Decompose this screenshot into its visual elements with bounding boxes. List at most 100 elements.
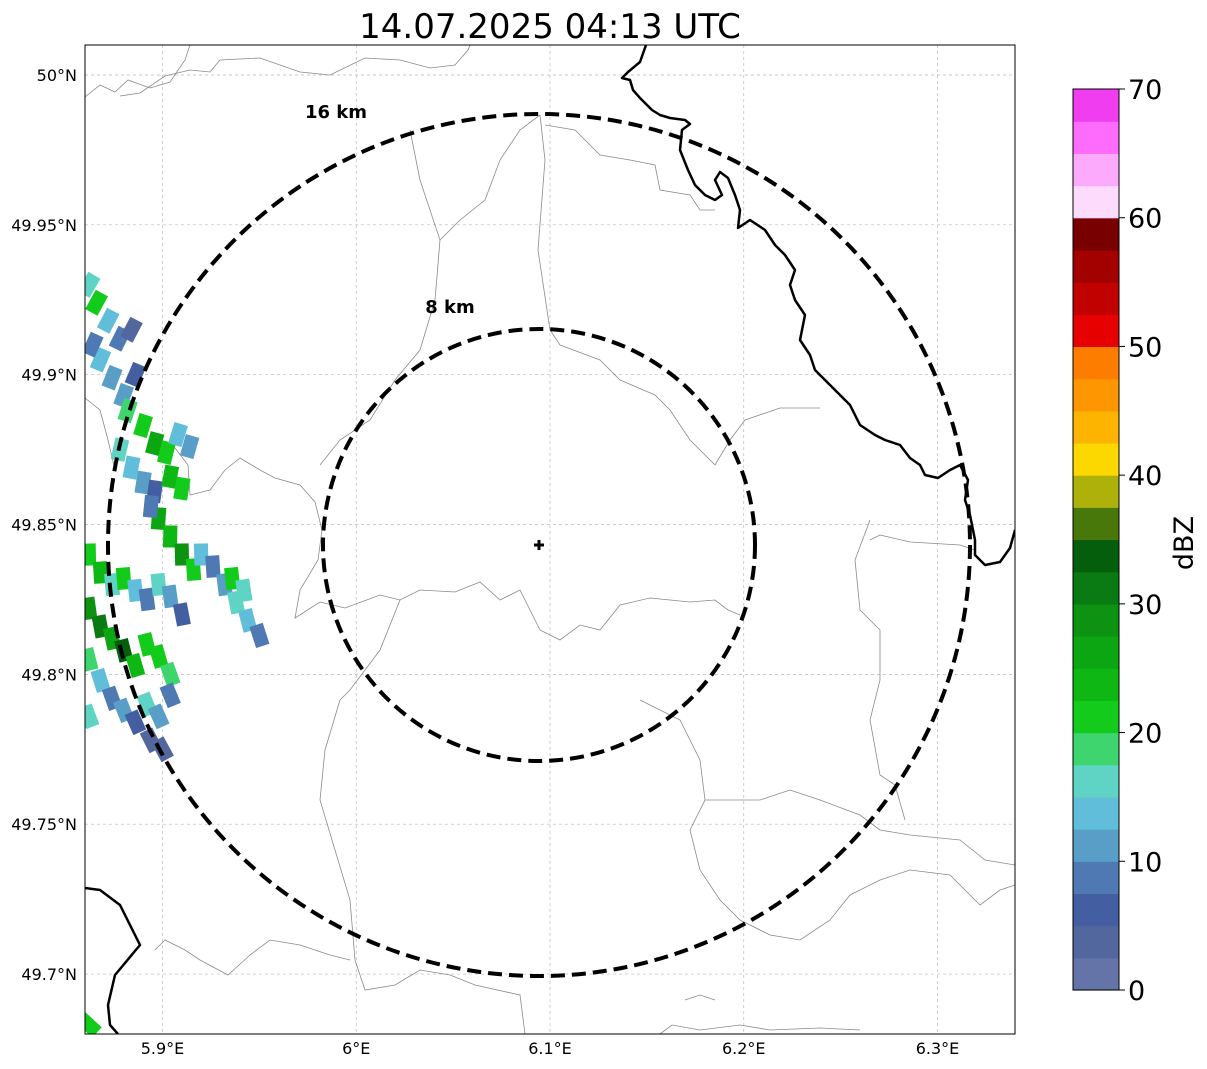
echo-bin	[125, 652, 146, 678]
echo-bin	[148, 643, 169, 669]
colorbar-segment	[1073, 700, 1119, 734]
echo-bin	[168, 422, 188, 448]
y-tick-label: 49.85°N	[11, 516, 77, 535]
echo-bin	[85, 331, 104, 358]
colorbar-segment	[1073, 957, 1119, 991]
echo-bin	[147, 703, 170, 730]
echo-bin	[96, 307, 120, 334]
x-tick-label: 6.1°E	[528, 1039, 572, 1058]
colorbar-segment	[1073, 893, 1119, 927]
range-ring-label-16km: 16 km	[305, 102, 367, 123]
echo-bin	[179, 434, 200, 460]
echo-bin	[104, 572, 121, 597]
echo-bin	[159, 682, 181, 709]
colorbar-segment	[1073, 121, 1119, 154]
range-rings	[106, 112, 972, 978]
x-axis-ticks: 5.9°E 6°E 6.1°E 6.2°E 6.3°E	[141, 1039, 960, 1058]
echo-bin	[156, 440, 176, 465]
y-tick-label: 49.75°N	[11, 815, 77, 834]
x-tick-label: 5.9°E	[141, 1039, 185, 1058]
x-tick-label: 6.3°E	[916, 1039, 960, 1058]
range-ring-8km	[321, 327, 757, 763]
echo-bin	[161, 584, 179, 609]
echo-bin	[161, 464, 180, 489]
map-frame	[84, 44, 1016, 1035]
echo-bin	[85, 271, 101, 298]
echo-bin	[173, 476, 191, 501]
colorbar-tick-label: 20	[1128, 719, 1162, 750]
echo-bin	[85, 289, 109, 316]
y-tick-label: 49.7°N	[21, 965, 77, 984]
echo-bin	[159, 661, 181, 688]
precipitation-echoes	[85, 271, 270, 1034]
echo-bin	[115, 566, 132, 591]
colorbar-segment	[1073, 185, 1119, 219]
echo-bin	[172, 602, 191, 627]
colorbar-segment	[1073, 668, 1119, 701]
colorbar-segment	[1073, 603, 1119, 637]
map-area[interactable]	[76, 45, 1015, 1038]
colorbar-segment	[1073, 314, 1119, 348]
echo-bin	[162, 525, 178, 548]
colorbar-label: dBZ	[1169, 516, 1200, 570]
colorbar-segment	[1073, 89, 1119, 122]
echo-bin	[90, 667, 111, 693]
echo-bin	[174, 543, 190, 566]
echo-bin	[85, 1012, 102, 1034]
echo-bin	[124, 361, 147, 388]
map-title: 14.07.2025 04:13 UTC	[359, 7, 741, 47]
gridlines	[85, 45, 1015, 1034]
range-ring-label-8km: 8 km	[425, 297, 475, 318]
echo-bin	[85, 596, 98, 621]
echo-bin	[249, 622, 270, 649]
echo-bin	[205, 555, 221, 578]
national-borders	[85, 45, 1015, 1034]
colorbar-segment	[1073, 249, 1119, 283]
colorbar-segment	[1073, 829, 1119, 862]
colorbar: 0 10 20 30 40 50 60 70	[1072, 75, 1162, 1007]
echo-bin	[122, 455, 141, 480]
y-tick-label: 49.95°N	[11, 216, 77, 235]
echo-bin	[85, 703, 100, 730]
colorbar-segment	[1073, 378, 1119, 412]
colorbar-frame	[1072, 88, 1120, 991]
colorbar-tick-label: 10	[1128, 847, 1162, 878]
x-tick-label: 6°E	[342, 1039, 370, 1058]
echo-bin	[92, 561, 109, 584]
colorbar-segment	[1073, 636, 1119, 669]
echo-bin	[138, 587, 156, 612]
colorbar-tick-label: 60	[1128, 204, 1162, 235]
colorbar-segment	[1073, 217, 1119, 251]
colorbar-segment	[1073, 282, 1119, 315]
echo-bin	[113, 382, 135, 409]
echo-bin	[134, 470, 152, 495]
echo-bin	[85, 647, 99, 672]
colorbar-segment	[1073, 764, 1119, 798]
colorbar-segment	[1073, 475, 1119, 508]
echo-bin	[124, 709, 147, 736]
colorbar-segment	[1073, 153, 1119, 187]
colorbar-segment	[1073, 732, 1119, 766]
echo-bin	[193, 543, 209, 566]
colorbar-segment	[1073, 346, 1119, 380]
colorbar-segment	[1073, 442, 1119, 476]
colorbar-tick-label: 40	[1128, 461, 1162, 492]
radar-site-icon	[534, 540, 544, 550]
colorbar-segment	[1073, 861, 1119, 895]
echo-bin	[120, 316, 143, 343]
x-tick-label: 6.2°E	[722, 1039, 766, 1058]
echo-bin	[145, 431, 165, 457]
y-axis-ticks: 50°N 49.95°N 49.9°N 49.85°N 49.8°N 49.75°N 49.…	[11, 66, 77, 984]
colorbar-segment	[1073, 796, 1119, 830]
colorbar-tick-label: 30	[1128, 590, 1162, 621]
echo-bin	[127, 578, 144, 603]
echo-bin	[101, 364, 123, 391]
colorbar-tick-label: 50	[1128, 332, 1162, 363]
colorbar-segment	[1073, 571, 1119, 605]
colorbar-segment	[1073, 925, 1119, 959]
y-tick-label: 50°N	[37, 66, 77, 85]
colorbar-tick-label: 70	[1128, 75, 1162, 106]
y-tick-label: 49.9°N	[21, 366, 77, 385]
colorbar-segment	[1073, 507, 1119, 541]
